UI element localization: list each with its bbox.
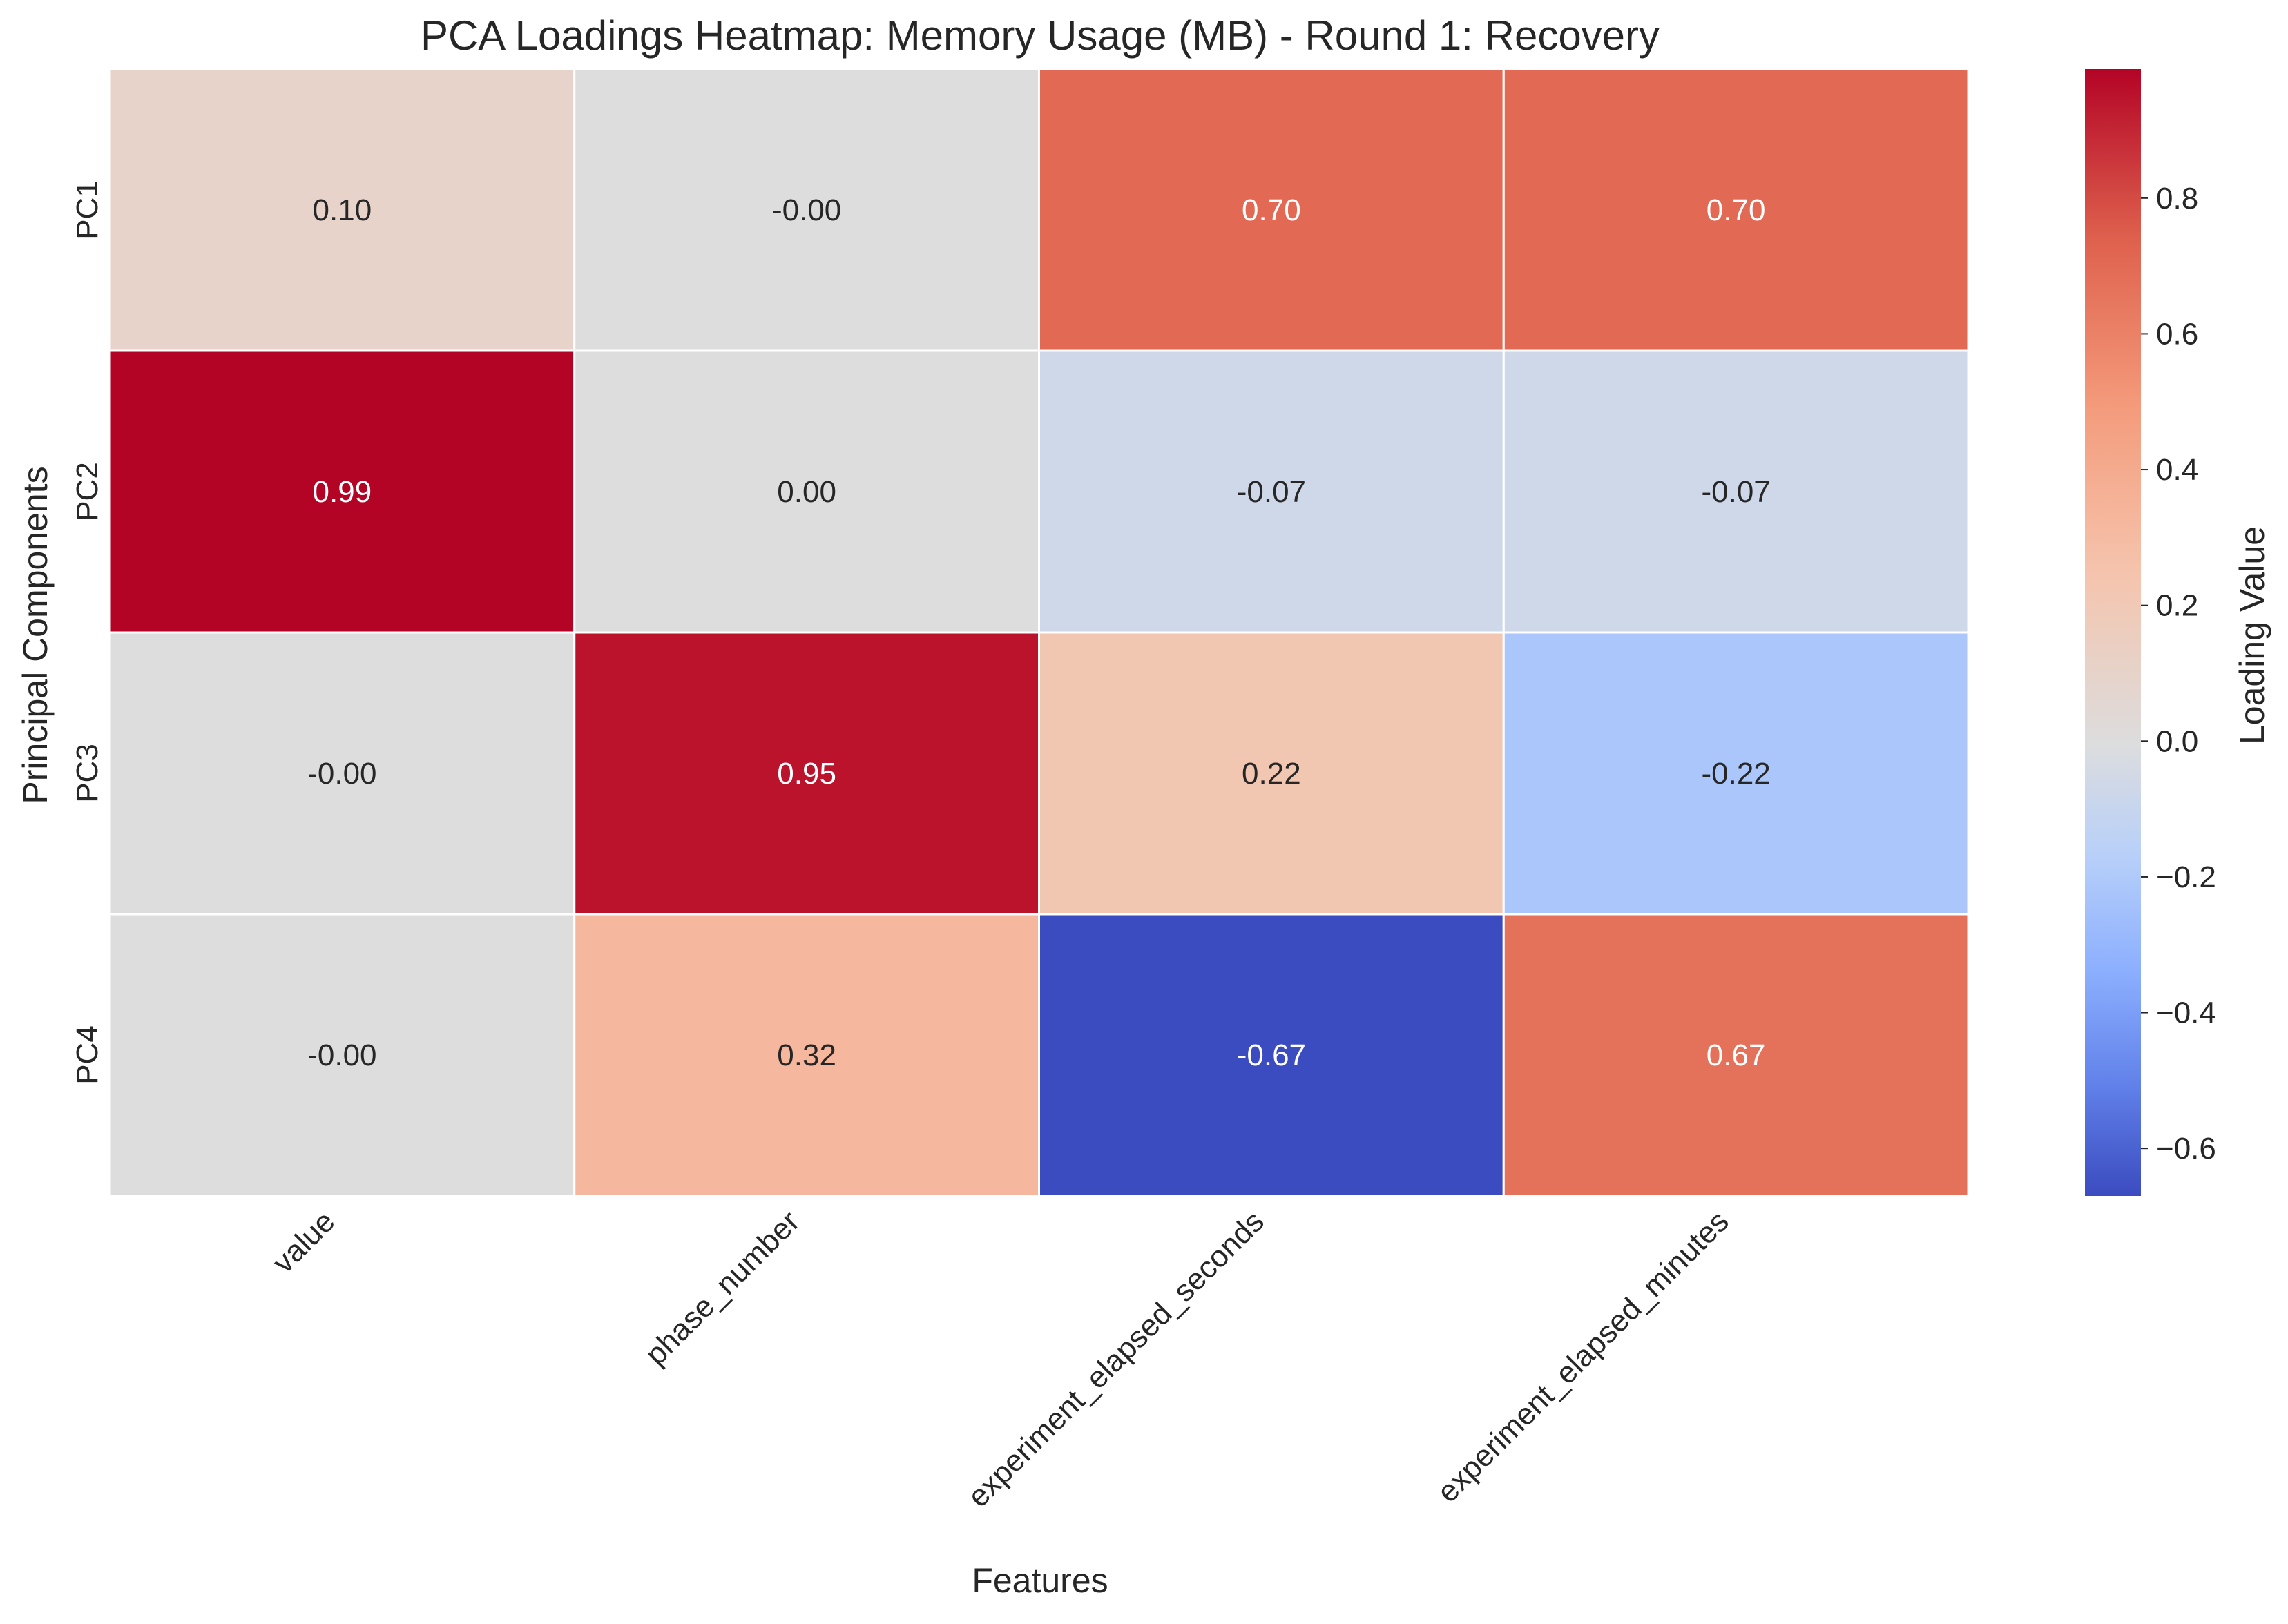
cell-value-label: -0.07 [1237, 475, 1306, 509]
cell-value-label: 0.70 [1707, 193, 1766, 227]
cell-value-label: 0.00 [777, 475, 836, 509]
heatmap-cell [1038, 68, 1505, 352]
heatmap-cell [1502, 631, 1970, 916]
cell-value-label: 0.95 [777, 757, 836, 791]
colorbar-tick-label: −0.4 [2156, 996, 2216, 1030]
cell-value-label: -0.67 [1237, 1038, 1306, 1072]
colorbar-tick-label: 0.2 [2156, 589, 2198, 623]
cell-value-label: -0.07 [1701, 475, 1770, 509]
y-tick-label: PC3 [70, 744, 104, 803]
x-tick-labels: value phase_number experiment_elapsed_seco… [266, 1204, 1735, 1514]
y-axis-label: Principal Components [16, 466, 55, 804]
colorbar-tick-label: 0.0 [2156, 724, 2198, 758]
colorbar: 0.8 0.6 0.4 0.2 0.0 −0.2 −0.4 −0.6 [2085, 69, 2216, 1196]
heatmap-cells: 0.10 -0.00 0.70 0.70 0.99 0.00 -0.07 -0.07 -0.00… [108, 68, 1970, 1197]
heatmap-cell [573, 913, 1040, 1197]
heatmap-cell [573, 68, 1040, 352]
colorbar-tick-label: 0.6 [2156, 317, 2198, 351]
heatmap-cell [1502, 913, 1970, 1197]
chart-title: PCA Loadings Heatmap: Memory Usage (MB) … [421, 12, 1660, 59]
cell-value-label: 0.22 [1242, 757, 1301, 791]
cell-value-label: 0.32 [777, 1038, 836, 1072]
colorbar-label: Loading Value [2233, 526, 2271, 744]
cell-value-label: -0.00 [307, 757, 376, 791]
y-tick-label: PC1 [70, 180, 104, 240]
colorbar-tick-label: −0.2 [2156, 860, 2216, 894]
heatmap-cell [1502, 68, 1970, 352]
cell-value-label: -0.22 [1701, 757, 1770, 791]
heatmap-cell [108, 913, 576, 1197]
cell-value-label: 0.70 [1242, 193, 1301, 227]
y-tick-label: PC4 [70, 1025, 104, 1085]
y-tick-label: PC2 [70, 462, 104, 521]
colorbar-gradient [2085, 69, 2141, 1196]
heatmap-cell [1038, 349, 1505, 634]
heatmap-cell [1038, 913, 1505, 1197]
heatmap-cell [108, 68, 576, 352]
heatmap-cell [1502, 349, 1970, 634]
x-tick-label: value [266, 1204, 341, 1279]
x-axis-label: Features [972, 1561, 1108, 1600]
colorbar-tick-label: −0.6 [2156, 1132, 2216, 1166]
heatmap-cell [573, 349, 1040, 634]
cell-value-label: 0.67 [1707, 1038, 1766, 1072]
x-tick-label: experiment_elapsed_seconds [961, 1204, 1271, 1514]
x-tick-label: phase_number [639, 1204, 806, 1371]
y-tick-labels: PC1 PC2 PC3 PC4 [70, 180, 104, 1085]
cell-value-label: -0.00 [772, 193, 841, 227]
heatmap-cell [108, 349, 576, 634]
colorbar-tick-label: 0.8 [2156, 182, 2198, 215]
heatmap-cell [573, 631, 1040, 916]
colorbar-tick-label: 0.4 [2156, 453, 2198, 487]
cell-value-label: 0.99 [313, 475, 372, 509]
cell-value-label: -0.00 [307, 1038, 376, 1072]
cell-value-label: 0.10 [313, 193, 372, 227]
x-tick-label: experiment_elapsed_minutes [1431, 1204, 1736, 1509]
